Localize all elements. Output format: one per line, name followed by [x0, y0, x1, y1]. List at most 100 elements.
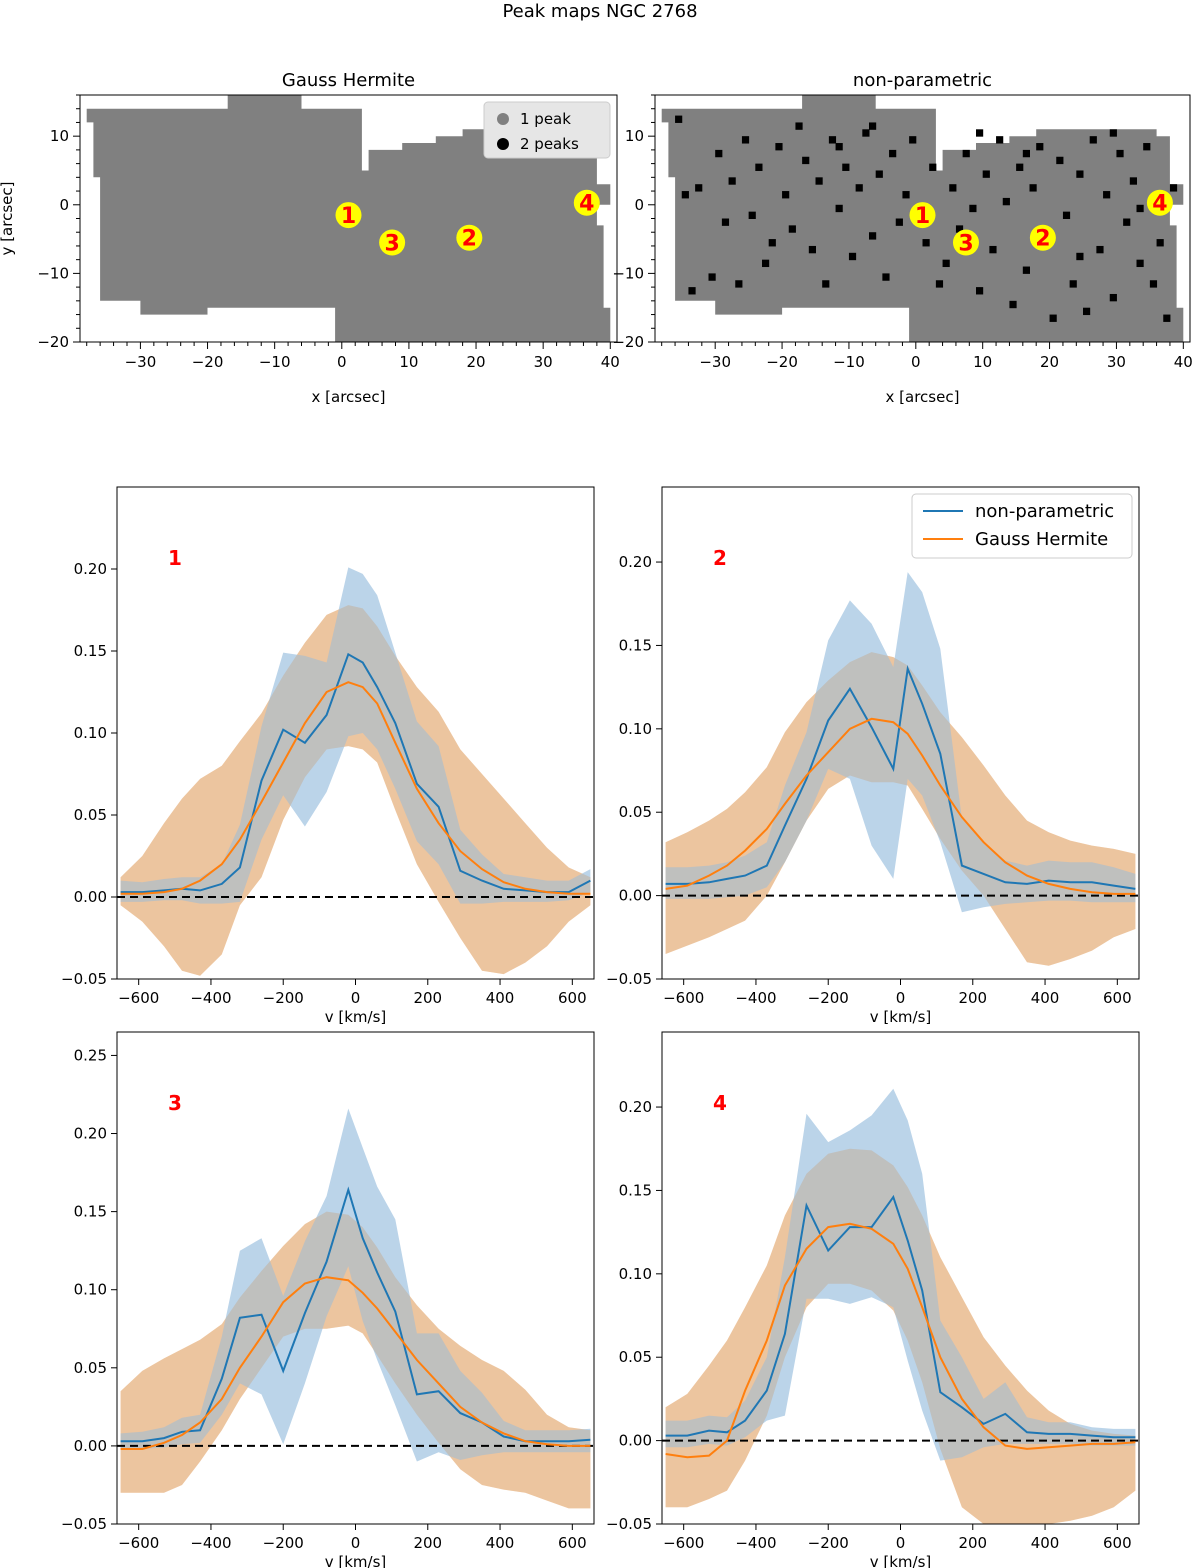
y-tick-label: 0.20	[74, 560, 107, 578]
double-peak-pixel	[681, 191, 689, 199]
double-peak-pixel	[815, 177, 823, 185]
x-tick-label: −200	[263, 989, 304, 1007]
legend-label: Gauss Hermite	[975, 529, 1108, 550]
double-peak-pixel	[1096, 245, 1104, 254]
plot-area	[117, 1108, 594, 1509]
y-tick-label: −0.05	[606, 1515, 652, 1533]
x-tick-label: −600	[663, 1534, 704, 1552]
x-tick-label: 20	[466, 353, 485, 371]
plot-area	[662, 572, 1139, 966]
x-axis-label: v [km/s]	[325, 1553, 387, 1568]
y-tick-label: 0.05	[74, 1359, 107, 1377]
double-peak-pixel	[1083, 307, 1091, 316]
double-peak-pixel	[728, 177, 736, 185]
double-peak-pixel	[1022, 149, 1030, 158]
location-marker	[379, 229, 406, 256]
x-tick-label: −30	[125, 353, 157, 371]
y-tick-label: −20	[37, 333, 69, 351]
double-peak-pixel	[1029, 184, 1037, 192]
x-tick-label: −200	[808, 989, 849, 1007]
double-peak-pixel	[788, 225, 796, 233]
y-tick-label: 0.00	[74, 888, 107, 906]
double-peak-pixel	[929, 163, 937, 171]
double-peak-pixel	[855, 184, 863, 192]
x-axis-label: x [arcsec]	[886, 388, 960, 406]
double-peak-pixel	[875, 170, 883, 178]
double-peak-pixel	[862, 129, 870, 137]
location-marker	[1029, 224, 1056, 251]
location-marker	[1146, 189, 1173, 216]
x-tick-label: 200	[958, 989, 987, 1007]
x-axis-label: v [km/s]	[325, 1008, 387, 1026]
double-peak-pixel	[1022, 266, 1030, 274]
non-parametric-band	[120, 567, 591, 904]
y-tick-label: 0	[59, 196, 69, 214]
double-peak-pixel	[976, 129, 984, 137]
double-peak-pixel	[869, 122, 877, 130]
double-peak-pixel	[822, 280, 830, 288]
map-title: non-parametric	[853, 70, 992, 91]
double-peak-pixel	[1069, 280, 1077, 288]
location-marker-label: 3	[384, 232, 399, 257]
double-peak-pixel	[996, 136, 1004, 144]
location-marker	[909, 202, 936, 229]
x-tick-label: −200	[263, 1534, 304, 1552]
x-tick-label: −30	[699, 353, 731, 371]
panel-number-label: 4	[713, 1091, 727, 1115]
double-peak-pixel	[735, 280, 743, 288]
y-tick-label: −10	[612, 264, 644, 282]
y-tick-label: 0.15	[619, 636, 652, 654]
x-tick-label: 30	[534, 353, 553, 371]
x-tick-label: 0	[911, 353, 921, 371]
x-tick-label: −400	[190, 989, 231, 1007]
double-peak-pixel	[1143, 143, 1151, 151]
double-peak-pixel	[1123, 218, 1131, 226]
double-peak-pixel	[795, 122, 803, 130]
double-peak-pixel	[1149, 280, 1158, 288]
y-tick-label: 0.00	[74, 1437, 107, 1455]
map-legend: 1 peak 2 peaks	[483, 101, 611, 159]
x-tick-label: −400	[735, 1534, 776, 1552]
y-tick-label: 0.05	[619, 803, 652, 821]
double-peak-pixel	[1089, 136, 1097, 144]
x-tick-label: −20	[192, 353, 224, 371]
double-peak-pixel	[848, 252, 857, 261]
double-peak-pixel	[955, 225, 964, 233]
x-tick-label: 0	[351, 989, 361, 1007]
double-peak-pixel	[715, 149, 723, 158]
double-peak-pixel	[755, 163, 763, 171]
double-peak-pixel	[1076, 170, 1084, 178]
band-overlap	[665, 652, 1136, 966]
panel-number-label: 1	[168, 546, 182, 570]
double-peak-pixel	[969, 204, 977, 213]
band-overlap	[120, 1211, 591, 1509]
x-axis-label: x [arcsec]	[312, 388, 386, 406]
double-peak-pixel	[1002, 197, 1010, 206]
y-tick-label: 0.10	[74, 1281, 107, 1299]
location-marker-label: 1	[915, 204, 930, 229]
gauss-hermite-line	[665, 1222, 1136, 1459]
double-peak-pixel	[748, 211, 756, 219]
non-parametric-band	[665, 1088, 1136, 1461]
y-tick-label: 0.10	[619, 720, 652, 738]
x-tick-label: 0	[896, 1534, 906, 1552]
gauss-hermite-line	[665, 717, 1136, 895]
x-axis-label: v [km/s]	[870, 1553, 932, 1568]
spectrum-panel-4: −600 −400 −200 0 200 400 600 −0.05 0.00 0.05 0.10 0…	[606, 1031, 1140, 1568]
double-peak-pixel	[949, 184, 957, 192]
x-tick-label: 200	[413, 989, 442, 1007]
panel-number-label: 2	[713, 546, 727, 570]
x-tick-label: 10	[399, 353, 418, 371]
x-axis-label: v [km/s]	[870, 1008, 932, 1026]
location-marker	[335, 202, 362, 229]
location-marker	[456, 224, 483, 251]
double-peak-pixel	[708, 273, 716, 281]
y-tick-label: 0.20	[74, 1125, 107, 1143]
double-peak-pixel	[835, 204, 843, 213]
double-peak-pixel	[1049, 314, 1057, 322]
y-tick-label: 0.15	[74, 642, 107, 660]
y-tick-label: −20	[612, 333, 644, 351]
x-tick-label: 200	[958, 1534, 987, 1552]
legend-label: non-parametric	[975, 501, 1114, 522]
